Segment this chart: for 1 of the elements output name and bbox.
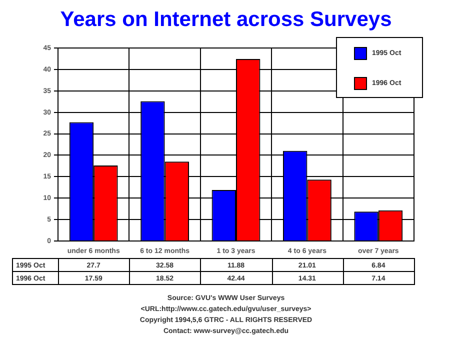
chart-title: Years on Internet across Surveys <box>60 8 392 31</box>
